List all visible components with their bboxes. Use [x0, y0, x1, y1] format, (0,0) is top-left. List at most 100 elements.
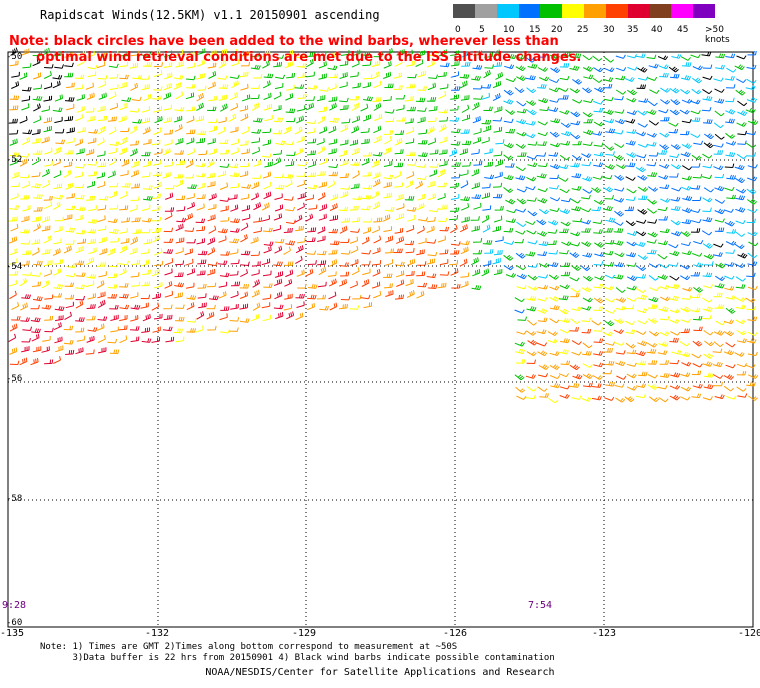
wind-barb [583, 129, 594, 136]
wind-barb [21, 215, 30, 223]
wind-barb [537, 251, 548, 257]
wind-barb [273, 61, 282, 68]
wind-barb [570, 198, 581, 204]
wind-barb [626, 252, 637, 258]
wind-barb [373, 125, 382, 134]
wind-barb [261, 302, 271, 309]
wind-barb [692, 196, 702, 201]
wind-barb [153, 106, 162, 113]
wind-barb [536, 342, 548, 347]
wind-barb [296, 172, 306, 177]
wind-barb [428, 74, 438, 79]
wind-barb [702, 314, 712, 320]
wind-barb [604, 297, 616, 303]
wind-barb [63, 214, 73, 221]
wind-barb [569, 276, 580, 282]
wind-barb [704, 372, 714, 378]
wind-barb [318, 157, 328, 166]
wind-barb [372, 225, 381, 234]
wind-barb [108, 126, 117, 135]
wind-barb [569, 88, 581, 94]
wind-barb [669, 384, 681, 390]
wind-barb [548, 87, 560, 93]
wind-barb [65, 301, 74, 309]
wind-barb [130, 50, 140, 57]
wind-barb [109, 102, 119, 111]
wind-barb [296, 72, 306, 79]
wind-barb [712, 348, 723, 353]
wind-barb [481, 136, 490, 144]
wind-barb [228, 163, 239, 169]
wind-barb [241, 184, 252, 189]
wind-barb [66, 193, 75, 199]
wind-barb [186, 268, 196, 276]
wind-barb [627, 231, 638, 236]
wind-barb [671, 187, 682, 192]
wind-barb [340, 185, 351, 190]
wind-barb [594, 241, 605, 248]
wind-barb [647, 172, 658, 177]
wind-barb [196, 311, 205, 320]
wind-barb [605, 217, 616, 223]
wind-barb [626, 152, 637, 158]
wind-barb [88, 171, 98, 177]
wind-barb [405, 270, 415, 277]
wind-barb [549, 351, 560, 356]
wind-barb [406, 60, 415, 67]
wind-barb [571, 351, 582, 356]
wind-barb [648, 263, 659, 268]
wind-barb [196, 182, 206, 190]
wind-barb [363, 74, 373, 80]
wind-barb [362, 61, 372, 67]
wind-barb [714, 133, 725, 140]
wind-barb [11, 315, 21, 321]
wind-barb [548, 397, 559, 404]
wind-barb [175, 336, 185, 343]
wind-barb [196, 226, 206, 232]
wind-barb [647, 208, 658, 214]
wind-barb [668, 66, 679, 73]
wind-barb [526, 386, 537, 392]
wind-barb [87, 218, 98, 224]
wind-barb [514, 348, 526, 355]
wind-barb [734, 164, 745, 171]
wind-barb [239, 105, 249, 112]
wind-barb [339, 60, 349, 67]
wind-barb [658, 341, 669, 347]
wind-barb [657, 274, 668, 280]
wind-barb [615, 297, 627, 303]
wind-barb [63, 169, 72, 178]
wind-barb [219, 149, 230, 155]
wind-barb [658, 397, 669, 403]
wind-barb [746, 305, 756, 311]
wind-barb [207, 247, 216, 256]
wind-barb [735, 195, 746, 201]
wind-barb [393, 248, 403, 254]
wind-barb [450, 241, 461, 246]
wind-barb [317, 281, 327, 288]
wind-barb [558, 349, 569, 355]
wind-barb [196, 93, 204, 102]
wind-barb [174, 272, 184, 278]
wind-barb [746, 64, 757, 70]
legend-label: 0 [455, 25, 461, 35]
wind-barb [297, 161, 307, 167]
wind-barb [20, 228, 30, 234]
wind-barb [141, 84, 150, 91]
wind-barb [602, 331, 613, 337]
wind-barb [461, 114, 471, 122]
wind-barb [176, 217, 186, 223]
wind-barb [416, 249, 425, 256]
wind-barb [217, 126, 226, 135]
wind-barb [21, 86, 32, 92]
legend-swatch [453, 4, 476, 18]
wind-barb [351, 267, 360, 276]
wind-barb [218, 94, 228, 101]
wind-barb [130, 314, 139, 322]
wind-barb [75, 246, 84, 254]
wind-barb [21, 48, 30, 56]
wind-barb [129, 204, 138, 212]
wind-barb [273, 117, 283, 123]
wind-barb [647, 317, 658, 324]
wind-barb [196, 203, 205, 211]
